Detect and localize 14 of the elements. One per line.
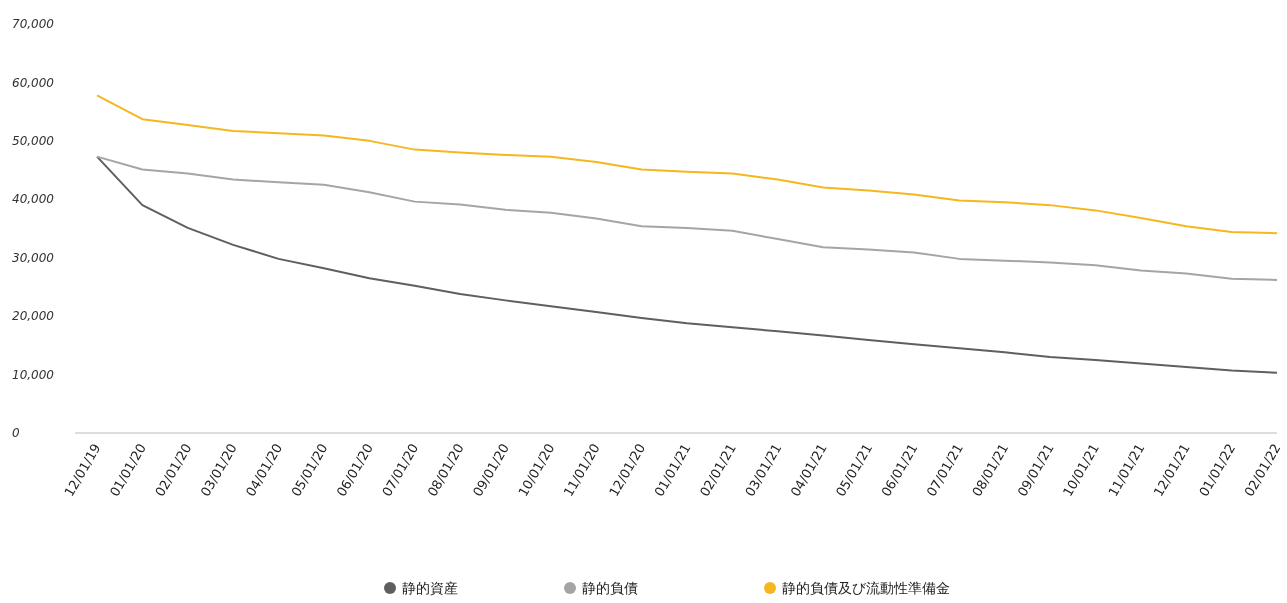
legend-label: 静的負債及び流動性準備金 (782, 580, 950, 596)
y-tick-label: 0 (12, 426, 20, 441)
line-series (96, 94, 1278, 235)
y-tick-label: 60,000 (12, 75, 55, 90)
y-tick-label: 50,000 (12, 134, 55, 149)
y-tick-label: 70,000 (12, 17, 55, 32)
y-tick-label: 10,000 (12, 367, 55, 382)
line-series (96, 155, 1278, 374)
y-tick-label: 20,000 (12, 309, 55, 324)
y-tick-label: 40,000 (12, 192, 55, 207)
legend-label: 静的負債 (582, 580, 638, 596)
legend-label: 静的資産 (402, 580, 458, 596)
y-tick-label: 30,000 (12, 250, 55, 265)
line-series (96, 155, 1278, 281)
